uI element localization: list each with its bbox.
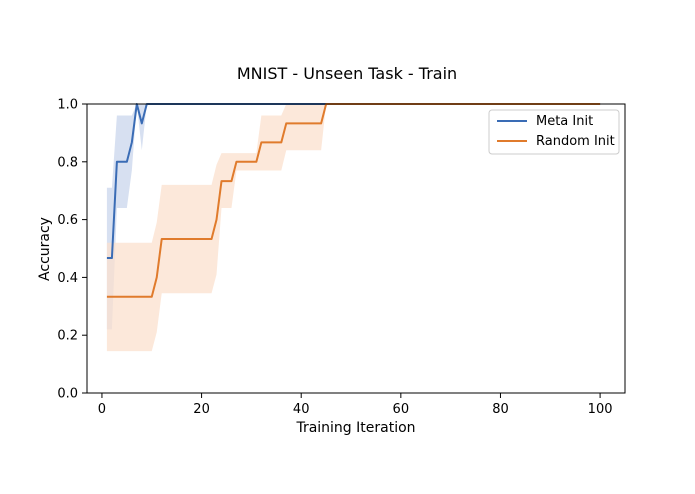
y-tick-label: 0.8 [57,155,78,170]
x-tick-label: 20 [193,402,210,417]
confidence-bands [106,104,601,352]
y-axis-label: Accuracy [37,217,53,281]
y-tick-label: 0.2 [57,329,78,344]
y-tick-label: 0.6 [57,213,78,228]
chart-title: MNIST - Unseen Task - Train [237,64,457,83]
x-axis-ticks: 0 20 40 60 80 100 [98,393,613,417]
x-tick-label: 100 [588,402,613,417]
x-axis-label: Training Iteration [295,420,415,436]
legend-label-meta-init: Meta Init [536,114,593,129]
x-tick-label: 40 [293,402,310,417]
x-tick-label: 60 [393,402,410,417]
band-random-init [106,104,601,352]
legend: Meta Init Random Init [488,109,620,155]
legend-label-random-init: Random Init [536,134,615,149]
y-axis-ticks: 0.0 0.2 0.4 0.6 0.8 1.0 [57,98,87,402]
y-tick-label: 0.4 [57,271,78,286]
y-tick-label: 0.0 [57,387,78,402]
y-tick-label: 1.0 [57,98,78,113]
x-tick-label: 80 [492,402,509,417]
plot-frame [86,103,626,394]
x-tick-label: 0 [98,402,106,417]
series-line-random-init [106,103,601,298]
